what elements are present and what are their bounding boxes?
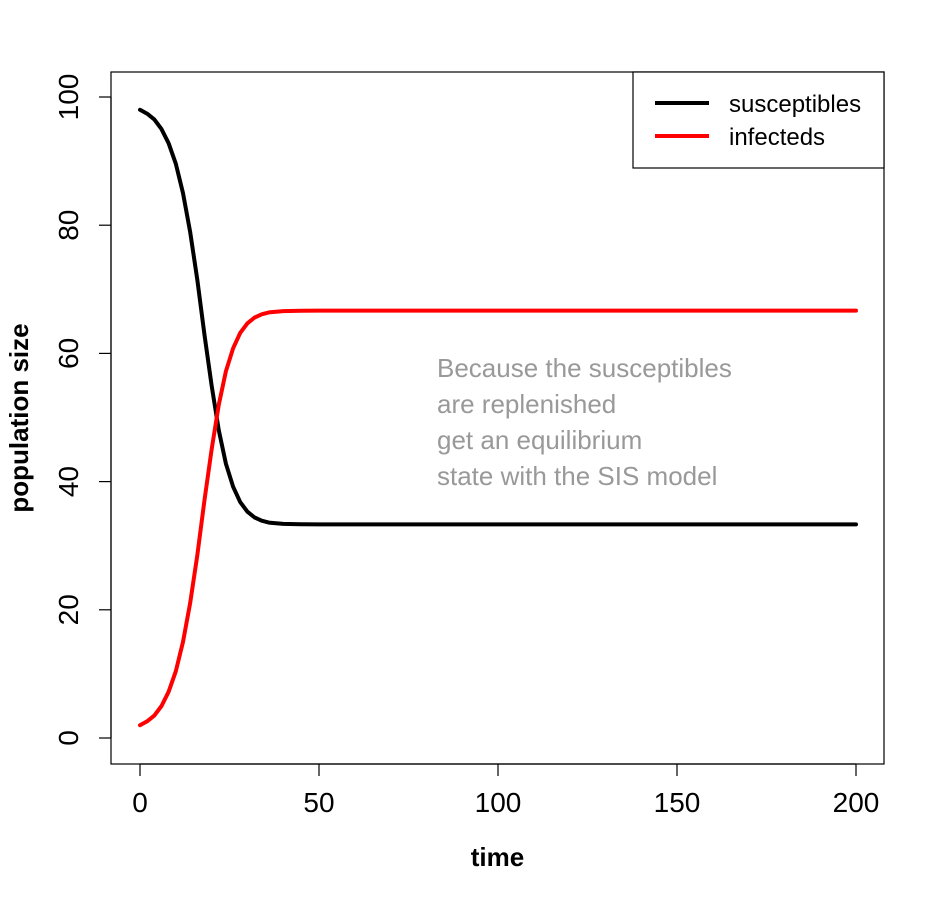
series-layer — [138, 107, 858, 728]
x-tick-label: 150 — [654, 787, 701, 818]
y-tick-label: 0 — [53, 730, 84, 746]
x-axis: 0 50 100 150 200 — [132, 763, 880, 818]
x-axis-title: time — [471, 842, 524, 872]
legend-box — [632, 71, 885, 169]
annotation-line-3: get an equilibrium — [437, 425, 642, 455]
legend-label-infecteds: infecteds — [729, 124, 825, 151]
legend: susceptibles infecteds — [632, 71, 885, 169]
annotation-line-1: Because the susceptibles — [437, 353, 732, 383]
y-tick-label: 60 — [53, 338, 84, 369]
annotation-line-2: are replenished — [437, 389, 616, 419]
y-tick-label: 20 — [53, 594, 84, 625]
annotation: Because the susceptibles are replenished… — [437, 353, 732, 491]
annotation-line-4: state with the SIS model — [437, 461, 717, 491]
y-axis-title: population size — [4, 323, 34, 512]
x-tick-label: 200 — [833, 787, 880, 818]
y-axis: 0 20 40 60 80 100 — [53, 74, 112, 746]
y-tick-label: 80 — [53, 210, 84, 241]
y-tick-label: 40 — [53, 466, 84, 497]
x-tick-label: 50 — [303, 787, 334, 818]
x-tick-label: 100 — [475, 787, 522, 818]
x-tick-label: 0 — [132, 787, 148, 818]
y-tick-label: 100 — [53, 74, 84, 121]
series-line-susceptibles — [138, 107, 858, 527]
legend-label-susceptibles: susceptibles — [729, 91, 861, 118]
series-line-infecteds — [138, 308, 858, 728]
